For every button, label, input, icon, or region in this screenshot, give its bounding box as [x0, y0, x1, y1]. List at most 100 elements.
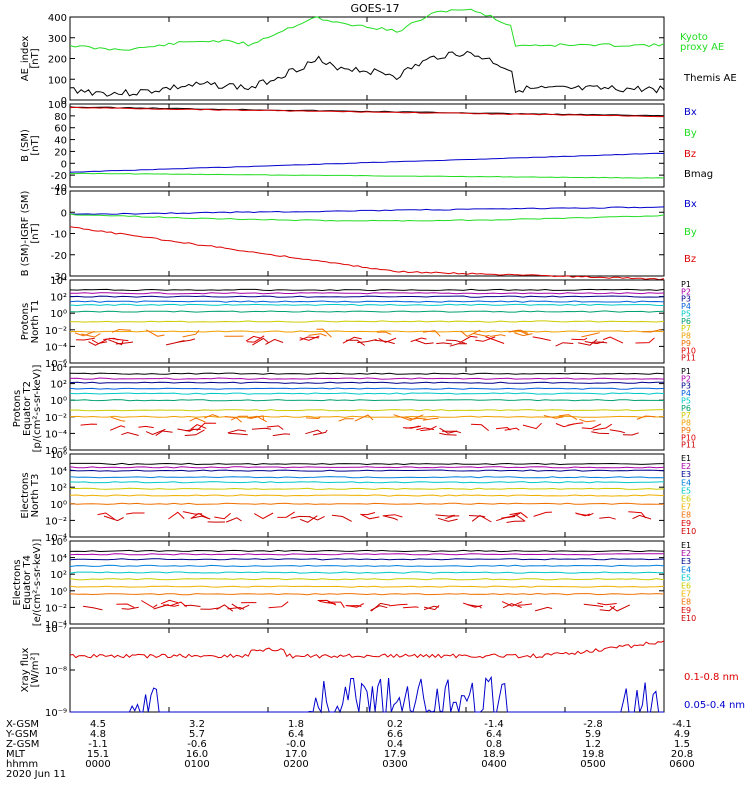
y-tick-label: 10² [50, 570, 67, 581]
y-axis-label: Protons [12, 390, 23, 427]
y-tick-label: -40 [51, 183, 67, 194]
series-p10-segment [459, 335, 478, 344]
series-p9-segment [230, 415, 249, 421]
series-kyoto-proxy-ae [69, 8, 665, 51]
series-p11-segment [155, 430, 173, 437]
series-e10-segment [183, 604, 201, 607]
y-axis-label: Electrons [12, 559, 23, 605]
panel-frame [69, 103, 665, 188]
series-p9-segment [338, 418, 354, 422]
legend-p8: P8 [681, 419, 691, 428]
series-p6 [69, 399, 665, 402]
legend-p1: P1 [681, 367, 691, 376]
series-p11-segment [184, 429, 205, 436]
series-e10-segment [437, 517, 458, 522]
series-p9-segment [308, 333, 327, 337]
series-e9-segment [360, 513, 380, 520]
legend-p9: P9 [681, 339, 691, 348]
series-p11-segment [251, 427, 272, 430]
series-p9-segment [111, 328, 132, 333]
series-p9-segment [203, 414, 219, 419]
series-p9-segment [81, 333, 101, 338]
y-tick-label: 10⁰ [50, 587, 67, 598]
series-p9-segment [249, 415, 265, 420]
series-p11-segment [121, 431, 139, 436]
y-tick-label: 10⁴ [50, 363, 67, 374]
series-p10-segment [495, 426, 511, 431]
series-p7 [69, 409, 665, 412]
legend-e3: E3 [681, 557, 691, 566]
ephemeris-value: 0600 [669, 759, 694, 770]
legend-p6: P6 [681, 317, 691, 326]
series-e10-segment [290, 515, 311, 519]
series-p9-segment [636, 415, 656, 420]
panel-8: 10⁻⁹ 10⁻⁸ 10⁻⁷ Xray flux [W/m²] 0.1-0.8 nm 0.0… [20, 624, 745, 719]
legend-e10: E10 [681, 527, 696, 536]
series-xray-short [70, 675, 664, 714]
y-tick-label: 10⁰ [50, 309, 67, 320]
series-p9-segment [224, 416, 243, 423]
y-tick-label: 0 [61, 159, 67, 170]
panel-frame [69, 627, 665, 713]
y-tick-label: 10⁰ [50, 500, 67, 511]
series-e9-segment [214, 512, 231, 520]
series-by [69, 213, 665, 222]
series-p6 [69, 310, 665, 313]
series-e9-segment [97, 512, 115, 520]
series-p9-segment [642, 329, 662, 333]
ephemeris-value: 18.9 [483, 749, 505, 760]
series-e2 [69, 553, 664, 556]
y-axis-label: [p/(cm²-s-sr-keV)] [32, 365, 43, 453]
series-p10-segment [266, 425, 284, 430]
series-p11-segment [88, 338, 109, 346]
legend-e8: E8 [681, 511, 691, 520]
y-tick-label: 10⁴ [50, 276, 67, 287]
ephemeris-value: 0500 [580, 759, 605, 770]
ephemeris-value: 6.4 [288, 729, 304, 740]
ephemeris-row-label: MLT [6, 749, 26, 760]
series-p11-segment [252, 337, 269, 346]
legend-e1: E1 [681, 454, 691, 463]
series-p10-segment [471, 423, 490, 431]
y-tick-label: 10⁻² [45, 326, 67, 337]
ephemeris-value: 20.8 [671, 749, 693, 760]
y-tick-label: 80 [54, 112, 67, 123]
series-p11-segment [346, 339, 365, 346]
series-e10-segment [83, 605, 103, 611]
legend-e9: E9 [681, 606, 691, 615]
ephemeris-value: 3.2 [189, 719, 205, 730]
series-e10-segment [599, 516, 616, 520]
series-p7 [70, 320, 665, 323]
series-p11-segment [145, 428, 166, 436]
series-e9-segment [277, 511, 295, 518]
panel-5: 10⁻⁶ 10⁻⁴ 10⁻² 10⁰ 10² 10⁴ Protons Equator T2 [p… [12, 363, 696, 457]
y-tick-label: 10⁻⁹ [45, 708, 67, 719]
legend-e4: E4 [681, 478, 691, 487]
y-axis-label: Equator T4 [22, 555, 33, 610]
panel-3: -30 -20 -10 0 10 B (SM)-IGRF (SM) [nT] Bx By Bz [20, 187, 697, 283]
y-axis-label: Equator T2 [22, 381, 33, 436]
series-xray-long [69, 640, 665, 659]
series-p3 [69, 381, 664, 384]
y-axis-label: [nT] [30, 223, 41, 243]
series-p11-segment [445, 339, 466, 344]
series-p2 [69, 377, 665, 380]
series-p10-segment [190, 424, 207, 430]
series-e10-segment [331, 514, 352, 522]
series-p11-segment [577, 339, 598, 346]
series-e10-segment [502, 603, 522, 609]
series-p9-segment [558, 414, 578, 421]
series-e10-segment [370, 602, 390, 612]
series-e9-segment [254, 512, 274, 520]
ephemeris-value: -1.4 [484, 719, 504, 730]
y-tick-label: 60 [54, 124, 67, 135]
ephemeris-table: X-GSM 4.5 3.2 1.8 0.2 -1.4 -2.8 -4.1 Y-GSM 4.8 5.7… [5, 719, 695, 780]
y-tick-label: 10⁻⁶ [45, 446, 67, 457]
series-p9-segment [472, 332, 490, 337]
ephemeris-value: 0.2 [387, 719, 403, 730]
legend-kyoto: Kyoto [680, 32, 708, 43]
y-tick-label: -10 [51, 230, 67, 241]
legend-e1: E1 [681, 541, 691, 550]
